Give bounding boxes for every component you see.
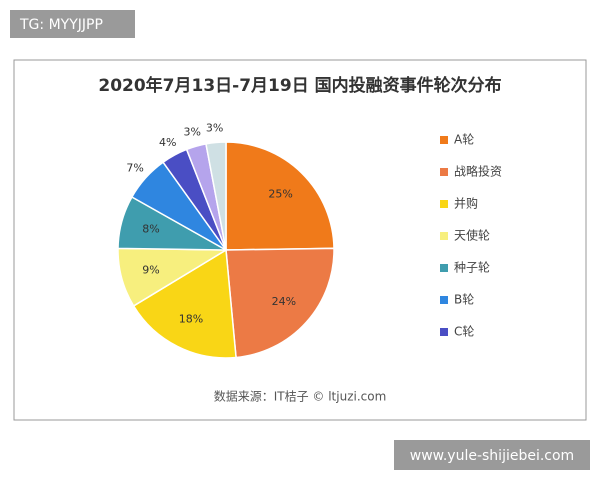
tag-text: TG: MYYJJPP	[19, 17, 103, 33]
legend-swatch	[440, 328, 448, 336]
chart-source: 数据来源：IT桔子 © ltjuzi.com	[214, 389, 387, 404]
data-label: 3%	[206, 121, 223, 134]
pie-slice	[225, 247, 335, 359]
tag-box	[10, 10, 135, 38]
legend-swatch	[440, 232, 448, 240]
data-label: 25%	[268, 188, 292, 201]
legend-swatch	[440, 168, 448, 176]
data-label: 3%	[184, 126, 201, 139]
legend-label: 并购	[454, 196, 478, 211]
legend-swatch	[440, 136, 448, 144]
pie-slice	[225, 141, 335, 251]
legend-swatch	[440, 200, 448, 208]
legend-label: B轮	[454, 293, 474, 307]
site-text: www.yule-shijiebei.com	[410, 448, 574, 464]
legend-label: 天使轮	[454, 228, 490, 243]
chart-title: 2020年7月13日-7月19日 国内投融资事件轮次分布	[98, 75, 501, 96]
legend-label: A轮	[454, 133, 474, 147]
pie-slice	[205, 141, 227, 251]
legend-swatch	[440, 296, 448, 304]
legend-label: C轮	[454, 325, 474, 339]
data-label: 7%	[126, 162, 143, 175]
site-box	[394, 440, 590, 470]
data-label: 24%	[272, 295, 296, 308]
pie-slice	[132, 248, 237, 359]
legend-label: 战略投资	[454, 164, 502, 179]
data-label: 4%	[159, 136, 176, 149]
legend-label: 种子轮	[454, 261, 490, 275]
data-label: 8%	[142, 223, 159, 236]
data-label: 18%	[179, 312, 203, 325]
data-label: 9%	[142, 263, 159, 276]
legend-swatch	[440, 264, 448, 272]
